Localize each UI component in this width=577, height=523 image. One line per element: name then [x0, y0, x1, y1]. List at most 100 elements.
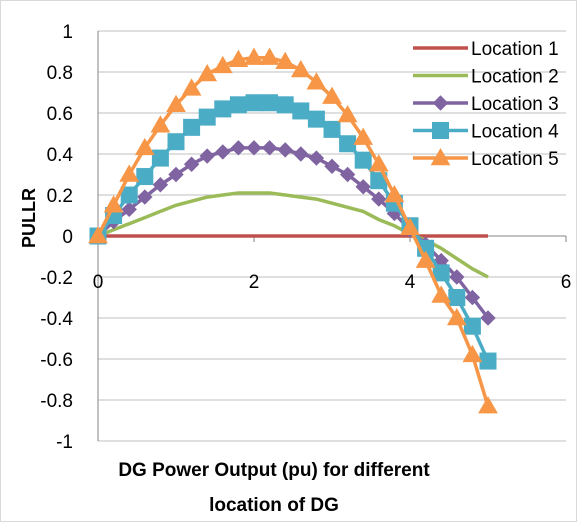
series-2 — [97, 191, 489, 279]
data-point — [368, 154, 389, 172]
x-axis-title: DG Power Output (pu) for different — [118, 460, 430, 481]
data-point — [198, 108, 216, 126]
data-point — [275, 51, 296, 69]
data-point — [103, 195, 124, 213]
data-point — [121, 201, 137, 218]
legend-item: Location 5 — [413, 147, 559, 170]
data-point — [448, 289, 466, 306]
data-point — [384, 184, 405, 203]
legend-item: Location 2 — [413, 67, 559, 88]
y-axis-title: PULLR — [19, 188, 39, 248]
data-point — [181, 78, 202, 96]
series-line — [96, 101, 490, 362]
series-group — [88, 47, 498, 414]
data-point — [229, 96, 247, 114]
data-point — [166, 94, 186, 113]
y-tick-label: -0.8 — [40, 391, 73, 412]
data-point — [462, 344, 483, 363]
data-point — [415, 250, 436, 268]
x-tick-label: 6 — [561, 272, 572, 293]
data-point — [88, 225, 108, 244]
legend-marker — [432, 95, 449, 111]
data-point — [199, 148, 215, 164]
data-point — [431, 285, 452, 303]
data-point — [432, 264, 450, 282]
data-point — [306, 72, 327, 90]
data-point — [290, 59, 311, 78]
data-point — [308, 150, 325, 166]
legend-label: Location 4 — [471, 122, 559, 143]
series-line — [96, 146, 490, 320]
data-point — [137, 189, 153, 205]
data-point — [183, 156, 200, 172]
data-point — [354, 151, 372, 169]
y-tick-label: 0.4 — [47, 145, 74, 166]
data-point — [464, 289, 481, 306]
data-point — [323, 120, 341, 138]
data-point — [151, 149, 169, 167]
data-point — [150, 115, 171, 133]
legend-item: Location 1 — [413, 39, 559, 60]
data-point — [245, 94, 263, 112]
data-point — [339, 135, 357, 153]
data-point — [136, 168, 154, 186]
legend-label: Location 1 — [471, 39, 559, 60]
x-tick-label: 2 — [249, 272, 260, 293]
data-point — [261, 140, 278, 156]
data-point — [337, 105, 358, 123]
x-tick-label: 4 — [405, 272, 416, 293]
y-tick-label: 0.2 — [47, 186, 73, 207]
axis-labels: 1 0.8 0.6 0.4 0.2 0 -0.2 -0.4 -0.6 -0.8 -1 0 2 4 6 PULL… — [19, 22, 571, 516]
series-5 — [88, 47, 498, 414]
data-point — [167, 133, 185, 151]
legend: Location 1 Location 2 Location 3 Location 4… — [413, 39, 559, 170]
y-tick-label: 0.6 — [47, 104, 73, 125]
data-point — [292, 102, 310, 120]
data-point — [230, 140, 247, 156]
data-point — [400, 217, 420, 236]
y-tick-label: 1 — [62, 22, 73, 43]
legend-marker — [432, 122, 449, 139]
legend-label: Location 5 — [471, 149, 559, 170]
data-point — [259, 47, 280, 65]
data-point — [246, 140, 262, 156]
y-tick-label: 0.8 — [47, 63, 73, 84]
legend-label: Location 2 — [471, 67, 559, 88]
y-tick-label: 0 — [62, 227, 73, 248]
data-point — [212, 55, 233, 74]
legend-marker — [430, 147, 451, 166]
data-point — [120, 186, 138, 204]
data-point — [479, 352, 497, 370]
legend-label: Location 3 — [471, 94, 559, 115]
data-point — [449, 269, 465, 285]
series-3 — [90, 140, 496, 326]
data-point — [244, 47, 264, 65]
data-point — [214, 100, 232, 118]
data-point — [307, 110, 325, 128]
y-tick-label: -0.2 — [40, 268, 73, 289]
data-point — [371, 191, 387, 207]
data-point — [463, 317, 481, 335]
data-point — [276, 96, 294, 114]
data-point — [478, 396, 498, 414]
data-point — [322, 86, 342, 104]
data-point — [134, 137, 155, 156]
data-point — [277, 142, 293, 158]
data-point — [183, 118, 201, 136]
data-point — [324, 158, 340, 175]
data-point — [261, 94, 279, 112]
y-tick-label: -1 — [56, 432, 73, 453]
x-tick-label: 0 — [93, 272, 104, 293]
data-point — [197, 64, 218, 82]
y-tick-label: -0.4 — [40, 309, 73, 330]
data-point — [339, 166, 356, 183]
data-point — [215, 144, 231, 160]
data-point — [355, 179, 371, 195]
gridlines — [98, 30, 566, 442]
series-4 — [89, 94, 497, 370]
legend-item: Location 4 — [413, 122, 559, 143]
data-point — [353, 127, 374, 145]
x-axis-title: location of DG — [209, 495, 339, 516]
data-point — [293, 146, 309, 162]
